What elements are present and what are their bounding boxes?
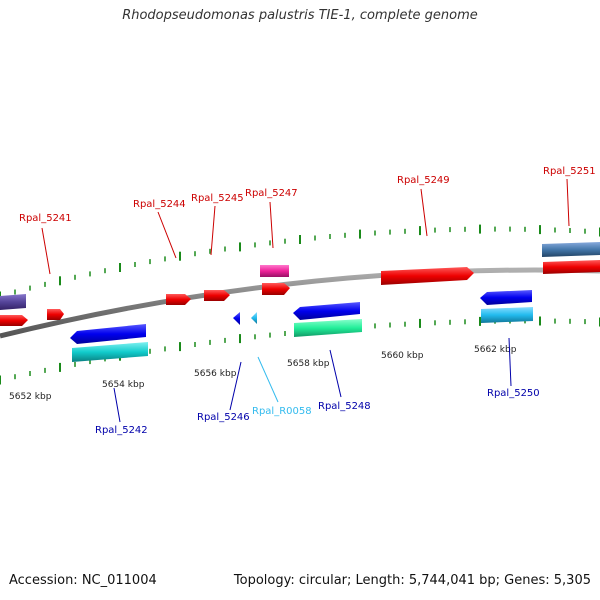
gene-feature[interactable] xyxy=(204,290,230,301)
gene-feature[interactable] xyxy=(294,319,362,337)
gene-feature[interactable] xyxy=(542,242,600,257)
label-leader-line xyxy=(229,361,242,411)
gene-feature[interactable] xyxy=(481,307,533,323)
gene-feature[interactable] xyxy=(0,294,26,310)
gene-label[interactable]: Rpal_5247 xyxy=(245,188,298,199)
gene-feature[interactable] xyxy=(293,302,360,320)
gene-feature[interactable] xyxy=(47,309,64,320)
gene-label[interactable]: Rpal_5246 xyxy=(197,412,250,423)
label-leader-line xyxy=(257,356,279,403)
gene-feature[interactable] xyxy=(480,290,532,305)
label-leader-line xyxy=(508,337,512,387)
gene-feature[interactable] xyxy=(233,312,240,325)
gene-feature[interactable] xyxy=(0,315,28,326)
gene-feature[interactable] xyxy=(70,324,146,344)
gene-label[interactable]: Rpal_5241 xyxy=(19,213,72,224)
gene-label[interactable]: Rpal_5244 xyxy=(133,199,186,210)
gene-label[interactable]: Rpal_5251 xyxy=(543,166,596,177)
scale-label: 5660 kbp xyxy=(381,351,424,361)
gene-feature[interactable] xyxy=(72,342,148,362)
label-leader-line xyxy=(113,387,121,423)
gene-label[interactable]: Rpal_5248 xyxy=(318,401,371,412)
scale-label: 5656 kbp xyxy=(194,369,237,379)
gene-feature[interactable] xyxy=(381,267,474,285)
gene-label[interactable]: Rpal_R0058 xyxy=(252,406,312,417)
scale-label: 5652 kbp xyxy=(9,392,52,402)
label-leader-line xyxy=(157,211,177,259)
gene-label[interactable]: Rpal_5249 xyxy=(397,175,450,186)
gene-label[interactable]: Rpal_5250 xyxy=(487,388,540,399)
gene-feature[interactable] xyxy=(166,294,191,305)
gene-feature[interactable] xyxy=(260,265,289,277)
label-leader-line xyxy=(329,349,342,398)
label-leader-line xyxy=(269,201,274,249)
gene-feature[interactable] xyxy=(543,260,600,274)
scale-label: 5662 kbp xyxy=(474,345,517,355)
gene-label[interactable]: Rpal_5242 xyxy=(95,425,148,436)
tick-track-forward xyxy=(0,224,600,301)
genome-backbone xyxy=(0,267,600,339)
label-leader-line xyxy=(566,178,570,227)
topology-text: Topology: circular; Length: 5,744,041 bp… xyxy=(233,573,591,588)
gene-feature[interactable] xyxy=(251,312,257,324)
accession-text: Accession: NC_011004 xyxy=(9,573,157,588)
scale-label: 5654 kbp xyxy=(102,380,145,390)
label-leader-line xyxy=(41,227,51,275)
gene-feature[interactable] xyxy=(262,283,290,295)
label-leader-line xyxy=(420,188,428,237)
scale-label: 5658 kbp xyxy=(287,359,330,369)
map-title: Rhodopseudomonas palustris TIE-1, comple… xyxy=(122,8,478,23)
label-leader-line xyxy=(210,205,216,256)
gene-label[interactable]: Rpal_5245 xyxy=(191,193,244,204)
